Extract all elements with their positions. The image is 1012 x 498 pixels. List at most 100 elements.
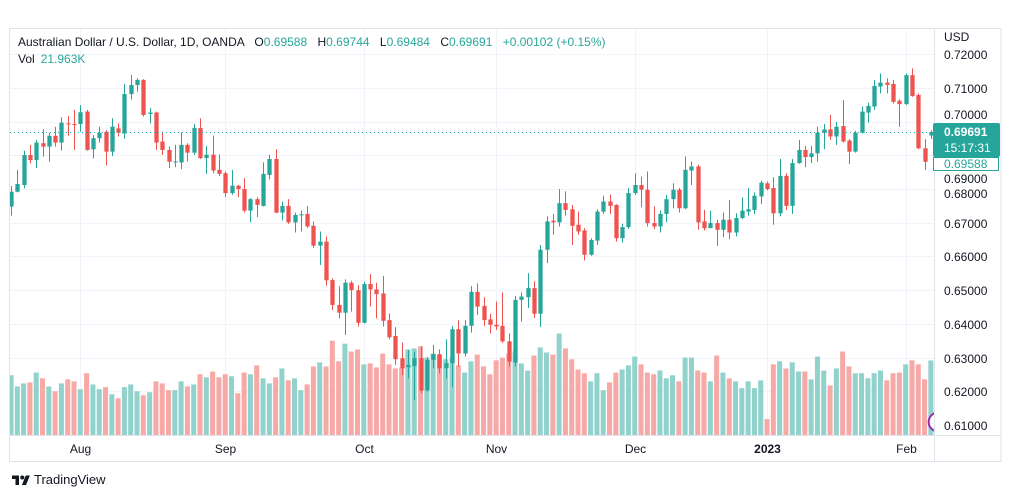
volume-bar: [203, 377, 209, 435]
tradingview-branding[interactable]: TradingView: [12, 472, 106, 487]
candle: [387, 313, 392, 340]
candle-body: [110, 126, 115, 152]
time-tick-label: 2023: [754, 442, 781, 456]
volume-bar: [235, 393, 241, 435]
candle-body: [904, 75, 909, 105]
volume-bar: [751, 388, 757, 435]
candle: [72, 109, 77, 150]
candle: [368, 273, 373, 307]
candle-body: [217, 169, 222, 174]
volume-label[interactable]: Vol: [18, 52, 35, 66]
volume-bar: [449, 357, 455, 435]
candle: [822, 124, 827, 150]
volume-bar: [877, 370, 883, 435]
open-price-value: 0.69588: [944, 157, 988, 171]
candle: [255, 197, 260, 218]
candle: [330, 278, 335, 310]
candle: [532, 281, 537, 319]
volume-legend-row[interactable]: Vol 21.963K: [18, 51, 605, 68]
candle-body: [734, 218, 739, 233]
time-tick-label: Oct: [355, 442, 374, 456]
volume-bar: [600, 390, 606, 435]
time-tick-label: Feb: [896, 442, 917, 456]
candle: [519, 292, 524, 322]
candle: [129, 74, 134, 100]
currency-label-box[interactable]: USD: [935, 29, 1000, 45]
candle-body: [683, 169, 688, 209]
volume-bar: [525, 370, 531, 435]
volume-bar: [562, 348, 568, 435]
volume-bar: [336, 361, 342, 435]
candle-body: [702, 221, 707, 229]
candle: [526, 273, 531, 308]
candle-body: [494, 324, 499, 327]
candle-body: [293, 214, 298, 223]
volume-bar: [329, 340, 335, 435]
candle: [230, 169, 235, 195]
candle-body: [463, 325, 468, 354]
volume-bar: [443, 359, 449, 435]
candle-body: [790, 163, 795, 206]
volume-bar: [84, 373, 90, 435]
candle: [122, 83, 127, 139]
candle-body: [740, 210, 745, 219]
candle: [885, 78, 890, 94]
candle-body: [475, 291, 480, 307]
volume-bar: [487, 374, 493, 435]
candle: [488, 313, 493, 334]
candle-body: [708, 223, 713, 229]
candle-body: [608, 201, 613, 206]
volume-bar: [71, 381, 77, 435]
candle: [645, 171, 650, 227]
volume-bar: [222, 374, 228, 435]
candle: [595, 209, 600, 245]
candle: [608, 194, 613, 214]
candle: [223, 171, 228, 198]
candle-body: [400, 358, 405, 369]
candle-body: [482, 305, 487, 321]
candle-body: [576, 224, 581, 232]
volume-bar: [852, 373, 858, 435]
volume-bar: [764, 419, 770, 435]
candle-body: [532, 288, 537, 314]
candle: [148, 108, 153, 124]
ohlc-close: C0.69691: [440, 35, 492, 49]
volume-bar: [405, 349, 411, 435]
candle: [293, 212, 298, 233]
ohlc-close-value: 0.69691: [449, 35, 493, 49]
candle-body: [526, 288, 531, 298]
economic-event-icon[interactable]: [927, 412, 948, 432]
candle-body: [311, 225, 316, 246]
volume-bar: [260, 378, 266, 435]
candle: [626, 188, 631, 230]
price-change: +0.00102 (+0.15%): [502, 35, 606, 49]
volume-bar: [512, 351, 518, 435]
candle-body: [154, 112, 159, 143]
candle: [141, 79, 146, 117]
volume-bar: [134, 391, 140, 435]
candle-body: [595, 211, 600, 241]
symbol-title[interactable]: Australian Dollar / U.S. Dollar, 1D, OAN…: [18, 35, 245, 49]
candle-body: [406, 364, 411, 368]
candle: [185, 143, 190, 162]
candle: [406, 350, 411, 379]
candle: [463, 320, 468, 357]
candle-body: [469, 291, 474, 326]
candle: [22, 150, 27, 189]
candle-body: [274, 159, 279, 213]
volume-bar: [52, 391, 58, 435]
candle-body: [34, 142, 39, 161]
candle-body: [765, 183, 770, 190]
candle-body: [551, 220, 556, 223]
symbol-legend-row[interactable]: Australian Dollar / U.S. Dollar, 1D, OAN…: [18, 34, 605, 51]
volume-bar: [184, 386, 190, 435]
candle: [444, 339, 449, 379]
candle: [400, 342, 405, 376]
volume-bar: [739, 388, 745, 435]
candle-body: [280, 205, 285, 213]
candle: [664, 194, 669, 223]
volume-bar: [581, 373, 587, 435]
volume-bar: [430, 353, 436, 435]
candle: [437, 349, 442, 374]
